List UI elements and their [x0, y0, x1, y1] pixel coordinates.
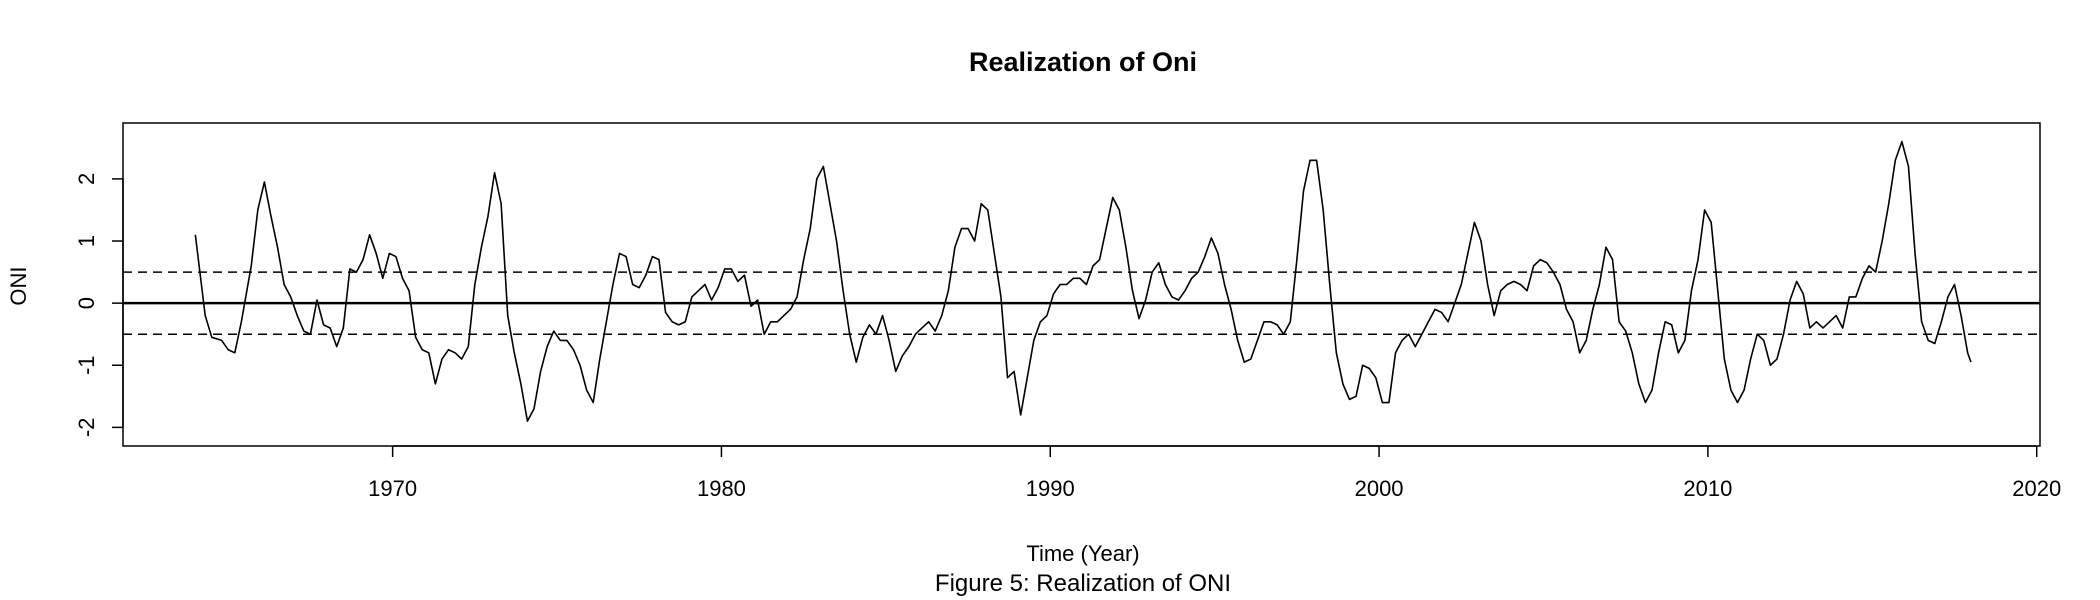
x-tick-label: 1980 — [697, 476, 746, 501]
reference-lines — [123, 271, 2040, 335]
x-tick-label: 2000 — [1355, 476, 1404, 501]
y-axis-label: ONI — [6, 266, 31, 305]
y-tick-label: -1 — [74, 355, 99, 375]
x-tick-label: 1970 — [368, 476, 417, 501]
y-tick-label: -2 — [74, 418, 99, 438]
y-axis: -2 -1 0 1 2 — [74, 173, 124, 438]
plot-frame — [122, 122, 2041, 447]
x-tick-label: 2010 — [1683, 476, 1732, 501]
x-axis: 1970 1980 1990 2000 2010 2020 — [368, 445, 2061, 501]
oni-series-line — [194, 140, 1972, 422]
y-tick-label: 0 — [74, 297, 99, 309]
x-tick-label: 2020 — [2012, 476, 2061, 501]
figure-caption: Figure 5: Realization of ONI — [935, 570, 1231, 597]
y-tick-label: 2 — [74, 173, 99, 185]
x-tick-label: 1990 — [1026, 476, 1075, 501]
y-tick-label: 1 — [74, 235, 99, 247]
x-axis-label: Time (Year) — [1026, 541, 1139, 566]
chart-title: Realization of Oni — [969, 47, 1197, 77]
